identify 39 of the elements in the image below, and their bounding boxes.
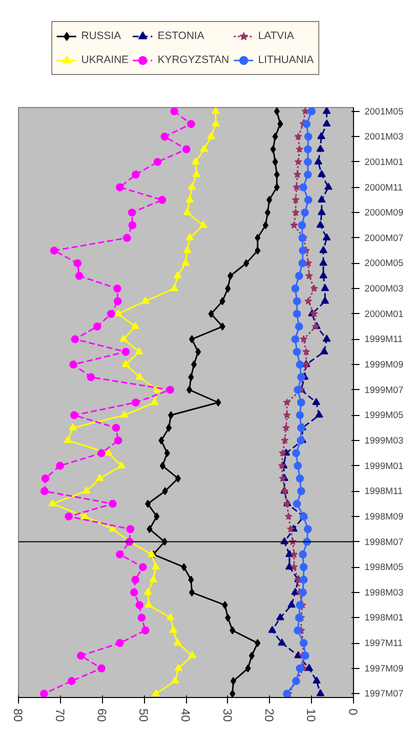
legend-label: UKRAINE bbox=[81, 54, 129, 66]
y-tick-label: 1999M07 bbox=[364, 384, 404, 395]
x-tick-label: 80 bbox=[11, 708, 25, 722]
legend-label: ESTONIA bbox=[158, 30, 204, 42]
y-tick-label: 1997M07 bbox=[364, 688, 404, 699]
x-tick-label: 60 bbox=[94, 708, 109, 722]
y-tick-label: 1999M01 bbox=[364, 460, 404, 471]
y-tick-label: 2000M05 bbox=[364, 258, 404, 268]
y-tick-label: 2001M03 bbox=[364, 132, 404, 142]
y-tick-label: 1998M03 bbox=[364, 587, 404, 598]
y-tick-label: 1999M05 bbox=[364, 410, 404, 420]
y-tick-label: 1998M05 bbox=[364, 562, 404, 572]
y-tick-label: 2001M01 bbox=[364, 156, 404, 167]
legend-label: KYRGYZSTAN bbox=[158, 54, 230, 66]
y-tick-label: 1998M01 bbox=[364, 612, 404, 623]
y-tick-label: 2000M03 bbox=[364, 284, 404, 294]
legend-label: LITHUANIA bbox=[258, 54, 314, 66]
y-tick-label: 1997M09 bbox=[364, 663, 404, 674]
y-tick-label: 2001M05 bbox=[364, 106, 404, 116]
x-tick-label: 40 bbox=[178, 708, 192, 722]
y-tick-label: 2000M07 bbox=[364, 232, 404, 243]
y-tick-label: 1997M11 bbox=[364, 638, 403, 648]
y-tick-label: 1998M09 bbox=[364, 511, 404, 522]
y-tick-label: 2000M01 bbox=[364, 308, 404, 319]
y-tick-label: 1999M11 bbox=[364, 334, 403, 344]
y-tick-label: 2000M09 bbox=[364, 208, 404, 218]
legend-label: RUSSIA bbox=[81, 30, 121, 42]
y-tick-label: 1999M03 bbox=[364, 435, 404, 446]
x-tick-label: 0 bbox=[346, 708, 360, 716]
y-tick-label: 1998M11 bbox=[364, 486, 403, 496]
x-tick-label: 50 bbox=[136, 708, 151, 722]
x-tick-label: 70 bbox=[52, 708, 67, 722]
x-tick-label: 10 bbox=[304, 708, 318, 722]
y-tick-label: 2000M11 bbox=[364, 182, 403, 192]
y-tick-label: 1999M09 bbox=[364, 360, 404, 370]
x-tick-label: 30 bbox=[220, 708, 234, 722]
x-tick-label: 20 bbox=[262, 708, 276, 722]
legend-label: LATVIA bbox=[258, 30, 294, 42]
y-tick-label: 1998M07 bbox=[364, 536, 404, 547]
